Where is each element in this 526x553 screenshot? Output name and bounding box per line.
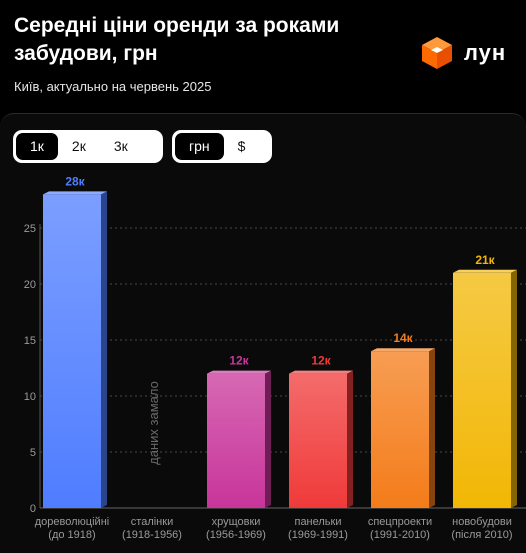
bar-value-label: 12к	[229, 354, 249, 368]
x-category-years-label: (1969-1991)	[288, 529, 348, 541]
x-category-label: сталінки	[131, 516, 173, 528]
x-category-label: новобудови	[452, 516, 512, 528]
currency-toggle: грн $	[172, 130, 272, 163]
brand-logo: лун	[420, 35, 506, 71]
rooms-option-2k[interactable]: 2к	[71, 138, 86, 154]
x-category-label: дореволюційні	[35, 516, 109, 528]
rooms-option-1k[interactable]: 1к	[16, 133, 58, 160]
page-subtitle: Київ, актуально на червень 2025	[14, 79, 212, 94]
bar-value-label: 28к	[65, 174, 85, 188]
x-category-label: панельки	[294, 516, 341, 528]
bar-side	[429, 348, 435, 508]
bar-value-label: 14к	[393, 331, 413, 345]
bar-top	[43, 191, 107, 195]
bar-top	[289, 370, 353, 374]
currency-option-uah[interactable]: грн	[175, 133, 224, 160]
bar-value-label: 12к	[311, 354, 331, 368]
currency-option-usd[interactable]: $	[237, 138, 246, 154]
y-tick-label: 0	[30, 503, 36, 515]
bar	[371, 351, 429, 508]
bar-chart: 0 5 10 15 20 25 28к дореволюційні(до 1918) даних…	[24, 174, 526, 541]
x-category-years-label: (1956-1969)	[206, 529, 266, 541]
y-tick-label: 10	[24, 391, 36, 403]
bar-side	[265, 370, 271, 508]
y-tick-label: 5	[30, 447, 36, 459]
bar-top	[371, 348, 435, 352]
x-category-years-label: (1991-2010)	[370, 529, 430, 541]
rooms-toggle: 1к 2к 3к	[13, 130, 163, 163]
bar-side	[347, 370, 353, 508]
bar-side	[101, 191, 107, 508]
page-title: Середні ціни оренди за роками забудови, …	[14, 14, 340, 65]
no-data-label: даних замало	[146, 381, 161, 465]
logo-text: лун	[464, 40, 507, 65]
bar-top	[207, 370, 271, 374]
rooms-option-3k[interactable]: 3к	[113, 138, 128, 154]
x-category-label: хрущовки	[212, 516, 261, 528]
y-tick-label: 15	[24, 335, 36, 347]
x-category-years-label: (після 2010)	[451, 529, 512, 541]
y-tick-label: 20	[24, 279, 36, 291]
bar	[43, 194, 101, 508]
x-category-label: спецпроекти	[368, 516, 432, 528]
y-tick-label: 25	[24, 223, 36, 235]
bar	[207, 373, 265, 508]
x-category-years-label: (до 1918)	[48, 529, 95, 541]
orange-cube-icon	[422, 37, 452, 69]
x-category-years-label: (1918-1956)	[122, 529, 182, 541]
bar	[453, 272, 511, 508]
bar	[289, 373, 347, 508]
bar-top	[453, 269, 517, 273]
bar-value-label: 21к	[475, 253, 495, 267]
bar-side	[511, 269, 517, 508]
